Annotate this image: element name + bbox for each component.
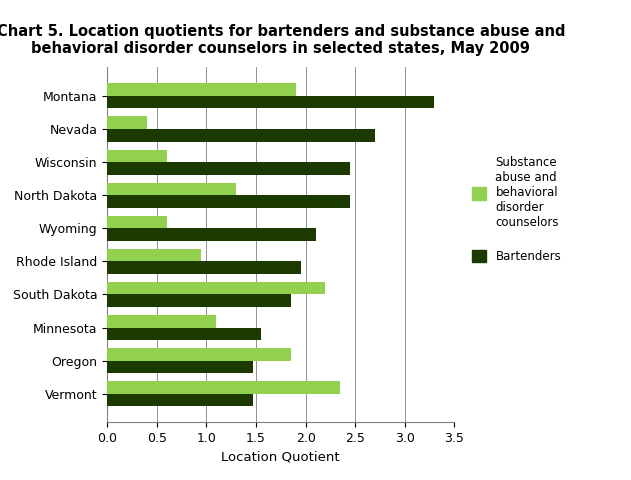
Bar (107, 182, 236, 195)
Bar (107, 360, 253, 373)
Bar (107, 162, 350, 175)
Bar (107, 129, 375, 142)
Bar (107, 294, 291, 307)
Bar (107, 315, 216, 327)
Bar (107, 195, 350, 208)
Bar (107, 84, 296, 96)
Bar (107, 261, 300, 274)
Bar (107, 282, 326, 294)
Bar (107, 96, 435, 108)
Bar (107, 381, 340, 394)
Bar (107, 149, 167, 162)
Bar (107, 216, 167, 228)
X-axis label: Location Quotient: Location Quotient (221, 451, 340, 464)
Bar (107, 348, 291, 360)
Bar (107, 249, 201, 261)
Bar (107, 327, 261, 340)
Bar (107, 394, 253, 406)
Legend: Substance
abuse and
behavioral
disorder
counselors, Bartenders: Substance abuse and behavioral disorder … (467, 151, 566, 268)
Bar (107, 228, 316, 241)
Bar (107, 117, 147, 129)
Title: Chart 5. Location quotients for bartenders and substance abuse and
behavioral di: Chart 5. Location quotients for bartende… (0, 24, 565, 56)
